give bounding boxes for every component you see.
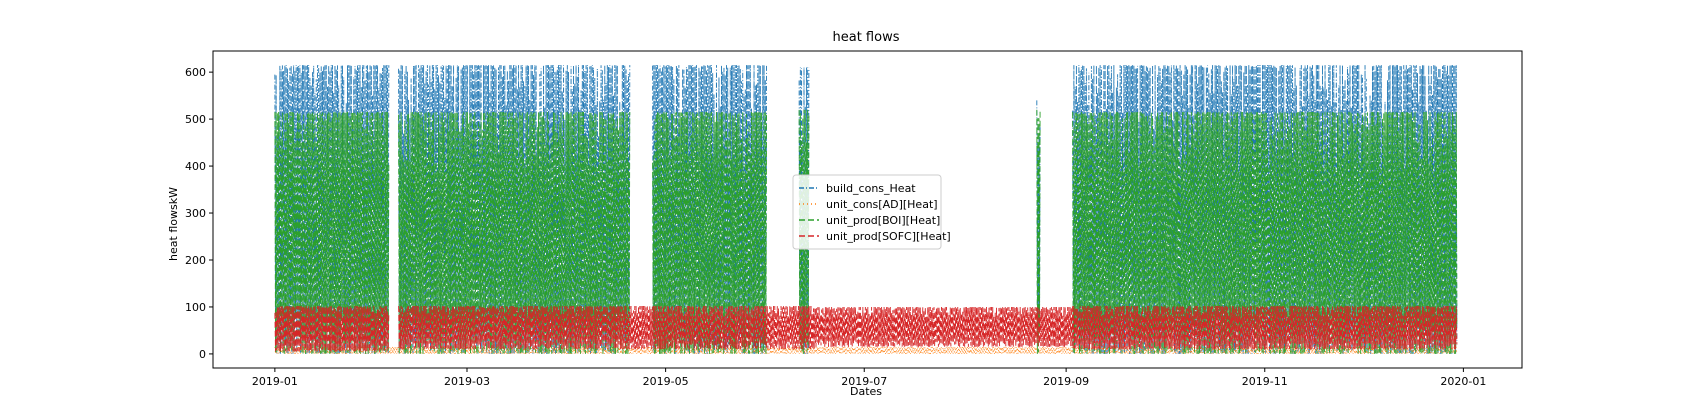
legend-label-unit-prod-boi-heat: unit_prod[BOI][Heat] [826,214,940,227]
series-unit-prod-sofc-heat-segment-0 [274,306,390,352]
series-unit-prod-boi-heat-segment-3 [798,109,810,354]
legend-label-unit-prod-sofc-heat: unit_prod[SOFC][Heat] [826,230,951,243]
legend-label-build-cons-heat: build_cons_Heat [826,182,916,195]
plot-area [274,65,1458,354]
x-tick-label-1: 2019-03 [444,375,490,388]
series-unit-prod-sofc-heat-segment-1 [398,306,816,350]
y-tick-label-2: 200 [185,254,206,267]
x-tick-label-6: 2020-01 [1440,375,1486,388]
series-build-cons-heat-segment-2 [652,65,768,354]
chart-title: heat flows [833,30,900,45]
legend: build_cons_Heat unit_cons[AD][Heat] unit_p… [792,174,951,250]
series-unit-prod-boi-heat-segment-1 [398,112,631,354]
series-unit-prod-boi-heat [274,109,1458,354]
x-tick-label-5: 2019-11 [1242,375,1288,388]
series-unit-prod-boi-heat-segment-2 [652,112,768,354]
x-tick-label-3: 2019-07 [841,375,887,388]
x-tick-label-0: 2019-01 [252,375,298,388]
series-unit-prod-sofc-heat-segment-2 [814,306,1074,347]
x-tick-label-2: 2019-05 [643,375,689,388]
axes: 2019-01 2019-03 2019-05 2019-07 2019-09 2019-… [185,50,1523,388]
axes-frame [212,50,1523,369]
y-tick-label-3: 300 [185,207,206,220]
series-unit-prod-sofc-heat [274,306,1458,352]
y-tick-label-0: 0 [199,348,206,361]
y-tick-label-1: 100 [185,301,206,314]
y-tick-label-5: 500 [185,113,206,126]
y-axis-title: heat flowskW [167,187,180,261]
y-tick-label-6: 600 [185,66,206,79]
legend-label-unit-cons-ad-heat: unit_cons[AD][Heat] [826,198,938,211]
x-axis-title: Dates [850,385,882,398]
legend-box [792,174,942,250]
x-tick-label-4: 2019-09 [1043,375,1089,388]
y-tick-label-4: 400 [185,160,206,173]
series-unit-prod-boi-heat-segment-5 [1072,112,1458,354]
series-unit-prod-sofc-heat-segment-3 [1072,306,1458,350]
